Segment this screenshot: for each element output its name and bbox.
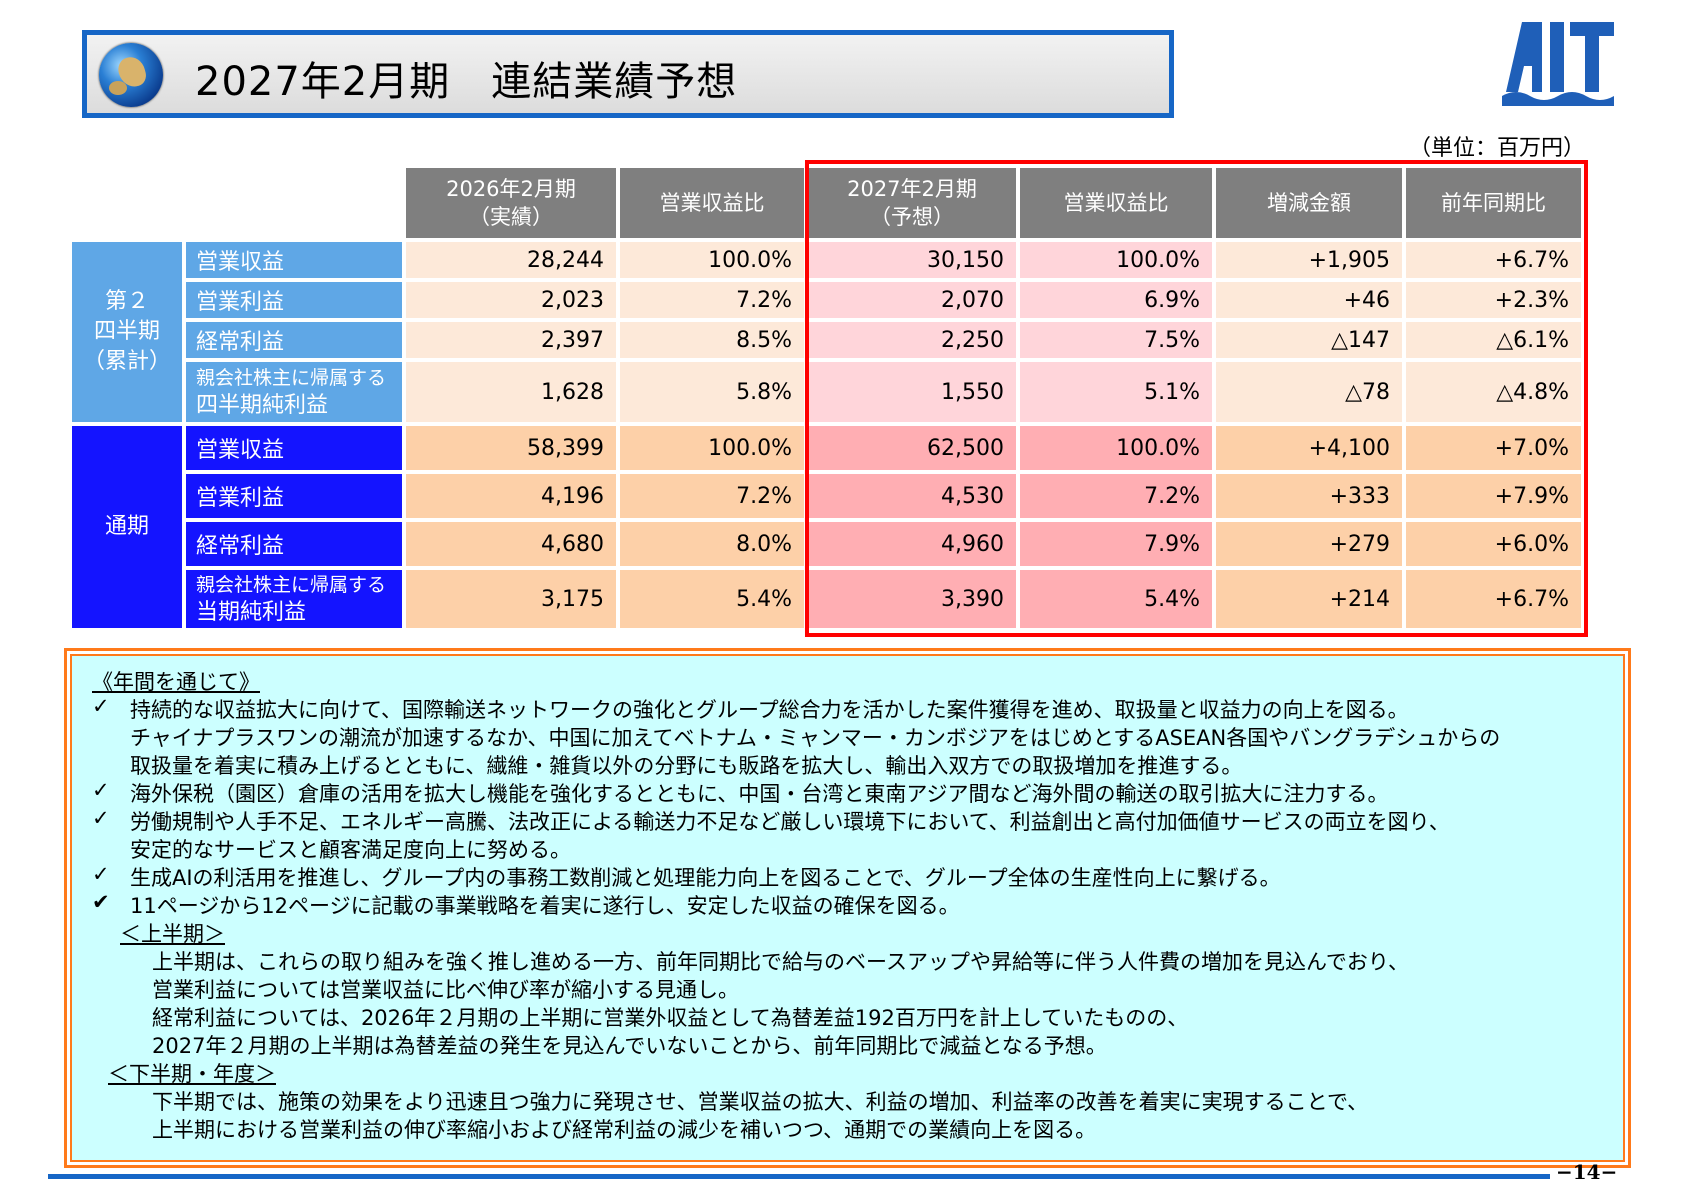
cell-yoy: +6.0%: [1406, 522, 1581, 566]
cell-fcst: 1,550: [808, 362, 1016, 422]
row-label-prefix: 親会社株主に帰属する: [196, 367, 387, 389]
check-bold-icon: ✔: [92, 890, 110, 914]
note-line: チャイナプラスワンの潮流が加速するなか、中国に加えてベトナム・ミャンマー・カンボ…: [130, 726, 1501, 750]
cell-prev: 2,023: [406, 282, 616, 318]
note-line: 11ページから12ページに記載の事業戦略を着実に遂行し、安定した収益の確保を図る…: [130, 894, 960, 918]
cell-fcst-ratio: 100.0%: [1020, 242, 1212, 278]
cell-fcst: 4,960: [808, 522, 1016, 566]
note-line: 下半期では、施策の効果をより迅速且つ強力に発現させ、営業収益の拡大、利益の増加、…: [152, 1090, 1369, 1114]
header-prev-ratio: 営業収益比: [620, 168, 804, 238]
note-line: 生成AIの利活用を推進し、グループ内の事務工数削減と処理能力向上を図ることで、グ…: [130, 866, 1281, 890]
check-icon: ✓: [92, 806, 110, 830]
cell-yoy: △6.1%: [1406, 322, 1581, 358]
cell-fcst-ratio: 5.1%: [1020, 362, 1212, 422]
row-label-main: 当期純利益: [196, 600, 307, 625]
row-label: 経常利益: [186, 322, 402, 358]
note-line: 労働規制や人手不足、エネルギー高騰、法改正による輸送力不足など厳しい環境下におい…: [130, 810, 1450, 834]
note-line: 2027年２月期の上半期は為替差益の発生を見込んでいないことから、前年同期比で減…: [152, 1034, 1107, 1058]
section-label-q2: 第２ 四半期 （累計）: [72, 242, 182, 422]
cell-fcst: 62,500: [808, 426, 1016, 470]
cell-prev: 28,244: [406, 242, 616, 278]
row-label-prefix: 親会社株主に帰属する: [196, 574, 387, 596]
forecast-highlight-frame: [805, 160, 1588, 637]
ait-logo: [1500, 18, 1618, 110]
cell-prev-ratio: 7.2%: [620, 474, 804, 518]
second-half-heading: ＜下半期・年度＞: [108, 1062, 276, 1086]
cell-prev: 2,397: [406, 322, 616, 358]
cell-yoy: +2.3%: [1406, 282, 1581, 318]
cell-prev-ratio: 100.0%: [620, 242, 804, 278]
cell-yoy: +7.0%: [1406, 426, 1581, 470]
cell-prev-ratio: 7.2%: [620, 282, 804, 318]
cell-diff: +1,905: [1216, 242, 1402, 278]
check-icon: ✓: [92, 694, 110, 718]
cell-prev: 4,196: [406, 474, 616, 518]
cell-prev-ratio: 8.0%: [620, 522, 804, 566]
notes-box: 《年間を通じて》 ✓ 持続的な収益拡大に向けて、国際輸送ネットワークの強化とグル…: [64, 648, 1631, 1168]
row-label: 営業収益: [186, 242, 402, 278]
cell-fcst: 4,530: [808, 474, 1016, 518]
first-half-heading: ＜上半期＞: [120, 922, 225, 946]
cell-diff: △78: [1216, 362, 1402, 422]
cell-fcst: 2,070: [808, 282, 1016, 318]
note-line: 持続的な収益拡大に向けて、国際輸送ネットワークの強化とグループ総合力を活かした案…: [130, 698, 1409, 722]
cell-yoy: △4.8%: [1406, 362, 1581, 422]
cell-fcst-ratio: 5.4%: [1020, 570, 1212, 628]
note-line: 上半期における営業利益の伸び率縮小および経常利益の減少を補いつつ、通期での業績向…: [152, 1118, 1097, 1142]
cell-diff: +46: [1216, 282, 1402, 318]
note-line: 営業利益については営業収益に比べ伸び率が縮小する見通し。: [152, 978, 739, 1002]
row-label: 営業利益: [186, 474, 402, 518]
cell-fcst: 2,250: [808, 322, 1016, 358]
cell-fcst: 3,390: [808, 570, 1016, 628]
header-diff: 増減金額: [1216, 168, 1402, 238]
row-label: 親会社株主に帰属する 当期純利益: [186, 570, 402, 628]
cell-fcst-ratio: 7.2%: [1020, 474, 1212, 518]
note-line: 海外保税（園区）倉庫の活用を拡大し機能を強化するとともに、中国・台湾と東南アジア…: [130, 782, 1389, 806]
cell-fcst-ratio: 7.9%: [1020, 522, 1212, 566]
row-label: 経常利益: [186, 522, 402, 566]
cell-diff: +4,100: [1216, 426, 1402, 470]
footer-line: [48, 1174, 1550, 1179]
page-number: −14−: [1556, 1160, 1618, 1184]
note-line: 取扱量を着実に積み上げるとともに、繊維・雑貨以外の分野にも販路を拡大し、輸出入双…: [130, 754, 1243, 778]
row-label-main: 四半期純利益: [196, 393, 329, 418]
note-line: 上半期は、これらの取り組みを強く推し進める一方、前年同期比で給与のベースアップや…: [152, 950, 1410, 974]
cell-fcst-ratio: 100.0%: [1020, 426, 1212, 470]
cell-yoy: +6.7%: [1406, 570, 1581, 628]
cell-prev-ratio: 5.4%: [620, 570, 804, 628]
cell-diff: +333: [1216, 474, 1402, 518]
cell-prev: 3,175: [406, 570, 616, 628]
page-title: 2027年2月期 連結業績予想: [195, 59, 738, 105]
cell-fcst-ratio: 6.9%: [1020, 282, 1212, 318]
cell-yoy: +6.7%: [1406, 242, 1581, 278]
title-bar: 2027年2月期 連結業績予想: [82, 30, 1174, 118]
cell-prev-ratio: 5.8%: [620, 362, 804, 422]
cell-prev: 58,399: [406, 426, 616, 470]
row-label: 営業収益: [186, 426, 402, 470]
header-prev: 2026年2月期 （実績）: [406, 168, 616, 238]
section-label-full-year: 通期: [72, 426, 182, 628]
cell-prev: 1,628: [406, 362, 616, 422]
cell-fcst: 30,150: [808, 242, 1016, 278]
header-forecast-ratio: 営業収益比: [1020, 168, 1212, 238]
check-icon: ✓: [92, 778, 110, 802]
cell-diff: +279: [1216, 522, 1402, 566]
cell-prev: 4,680: [406, 522, 616, 566]
row-label: 営業利益: [186, 282, 402, 318]
cell-diff: +214: [1216, 570, 1402, 628]
header-forecast: 2027年2月期 （予想）: [808, 168, 1016, 238]
note-line: 経常利益については、2026年２月期の上半期に営業外収益として為替差益192百万…: [152, 1006, 1189, 1030]
notes-heading: 《年間を通じて》: [92, 670, 260, 694]
cell-diff: △147: [1216, 322, 1402, 358]
globe-icon: [99, 43, 163, 107]
note-line: 安定的なサービスと顧客満足度向上に努める。: [130, 838, 571, 862]
row-label: 親会社株主に帰属する 四半期純利益: [186, 362, 402, 422]
cell-yoy: +7.9%: [1406, 474, 1581, 518]
unit-label: （単位：百万円）: [1408, 136, 1585, 161]
check-icon: ✓: [92, 862, 110, 886]
header-yoy: 前年同期比: [1406, 168, 1581, 238]
cell-fcst-ratio: 7.5%: [1020, 322, 1212, 358]
cell-prev-ratio: 8.5%: [620, 322, 804, 358]
cell-prev-ratio: 100.0%: [620, 426, 804, 470]
